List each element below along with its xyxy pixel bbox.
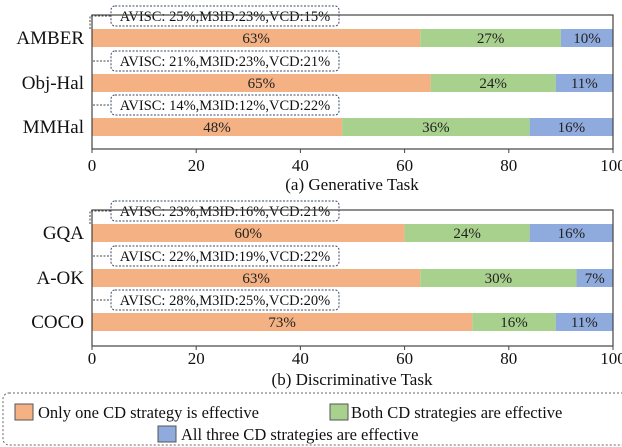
bar-segment xyxy=(404,224,530,242)
x-tick-label: 40 xyxy=(292,349,309,368)
chart-panel-2: 60% 24% 16% GQA AVISC: 23%,M3ID:16%,VCD:21% 6… xyxy=(31,200,622,389)
category-label: A-OK xyxy=(37,268,85,289)
bar-segment xyxy=(560,29,613,47)
bar-value-label: 27% xyxy=(477,31,505,47)
chart-title: (b) Discriminative Task xyxy=(272,370,433,389)
legend-frame xyxy=(2,392,622,446)
category-label: COCO xyxy=(31,312,84,333)
annotation-box xyxy=(110,94,340,116)
bar-value-label: 7% xyxy=(585,271,605,287)
category-label: MMHal xyxy=(23,117,84,138)
annotation-text: AVISC: 25%,M3ID:23%,VCD:15% xyxy=(120,9,330,25)
legend-label-all-three: All three CD strategies are effective xyxy=(181,425,418,444)
annotation-connector xyxy=(91,299,111,313)
legend-swatch-only-one xyxy=(14,403,34,421)
x-tick-label: 20 xyxy=(188,156,205,175)
category-label: AMBER xyxy=(16,28,84,49)
x-tick-label: 100 xyxy=(600,156,622,175)
bar-value-label: 30% xyxy=(485,271,513,287)
bar-value-label: 16% xyxy=(558,226,586,242)
x-tick-label: 80 xyxy=(500,349,517,368)
bar-segment xyxy=(92,313,473,331)
bar-value-label: 63% xyxy=(242,31,270,47)
legend: Only one CD strategy is effective Both C… xyxy=(2,392,622,446)
bar-value-label: 60% xyxy=(235,226,263,242)
annotation-box xyxy=(110,200,340,222)
annotation-text: AVISC: 21%,M3ID:23%,VCD:21% xyxy=(120,54,330,70)
annotation-text: AVISC: 23%,M3ID:16%,VCD:21% xyxy=(120,204,330,220)
x-tick-label: 40 xyxy=(292,156,309,175)
category-label: Obj-Hal xyxy=(22,73,84,94)
bar-value-label: 24% xyxy=(479,76,507,92)
bar-segment xyxy=(342,118,530,136)
bar-segment xyxy=(472,313,556,331)
bar-segment xyxy=(420,29,561,47)
plot-frame xyxy=(91,14,614,150)
legend-swatch-all-three xyxy=(157,425,177,443)
bar-segment xyxy=(529,118,613,136)
annotation-connector xyxy=(91,60,111,74)
annotation-box xyxy=(110,289,340,311)
x-tick-label: 100 xyxy=(600,349,622,368)
annotation-box xyxy=(110,5,340,27)
bar-value-label: 48% xyxy=(203,120,231,136)
bar-value-label: 24% xyxy=(453,226,481,242)
x-tick-label: 60 xyxy=(396,156,413,175)
bar-value-label: 10% xyxy=(573,31,601,47)
annotation-text: AVISC: 22%,M3ID:19%,VCD:22% xyxy=(120,249,330,265)
bar-value-label: 63% xyxy=(242,271,270,287)
x-tick-label: 0 xyxy=(88,349,97,368)
annotation-text: AVISC: 28%,M3ID:25%,VCD:20% xyxy=(120,293,330,309)
legend-swatch-both xyxy=(329,403,349,421)
annotation-box xyxy=(110,245,340,267)
x-tick-label: 0 xyxy=(88,156,97,175)
legend-label-both: Both CD strategies are effective xyxy=(351,403,562,422)
bar-segment xyxy=(555,313,613,331)
bar-segment xyxy=(92,269,421,287)
annotation-box xyxy=(110,50,340,72)
bar-segment xyxy=(92,118,343,136)
bar-segment xyxy=(430,74,556,92)
x-tick-label: 60 xyxy=(396,349,413,368)
annotation-connector xyxy=(89,15,111,29)
bar-segment xyxy=(555,74,613,92)
category-label: GQA xyxy=(43,223,84,244)
bar-segment xyxy=(92,224,405,242)
bar-value-label: 16% xyxy=(558,120,586,136)
annotation-connector xyxy=(89,210,111,224)
bar-value-label: 73% xyxy=(268,315,296,331)
bar-value-label: 36% xyxy=(422,120,450,136)
bar-segment xyxy=(92,29,421,47)
annotation-text: AVISC: 14%,M3ID:12%,VCD:22% xyxy=(120,98,330,114)
annotation-connector xyxy=(91,104,111,118)
bar-segment xyxy=(576,269,613,287)
bar-value-label: 11% xyxy=(571,76,598,92)
bar-segment xyxy=(420,269,577,287)
plot-frame xyxy=(91,209,614,347)
bar-value-label: 16% xyxy=(500,315,528,331)
bar-segment xyxy=(92,74,431,92)
bar-segment xyxy=(529,224,613,242)
bar-value-label: 65% xyxy=(248,76,276,92)
chart-title: (a) Generative Task xyxy=(285,175,419,194)
annotation-connector xyxy=(91,255,111,269)
legend-label-only-one: Only one CD strategy is effective xyxy=(38,403,259,422)
chart-panel-1: 63% 27% 10% AMBER AVISC: 25%,M3ID:23%,VCD:15… xyxy=(16,5,622,194)
x-tick-label: 20 xyxy=(188,349,205,368)
bar-value-label: 11% xyxy=(571,315,598,331)
x-tick-label: 80 xyxy=(500,156,517,175)
